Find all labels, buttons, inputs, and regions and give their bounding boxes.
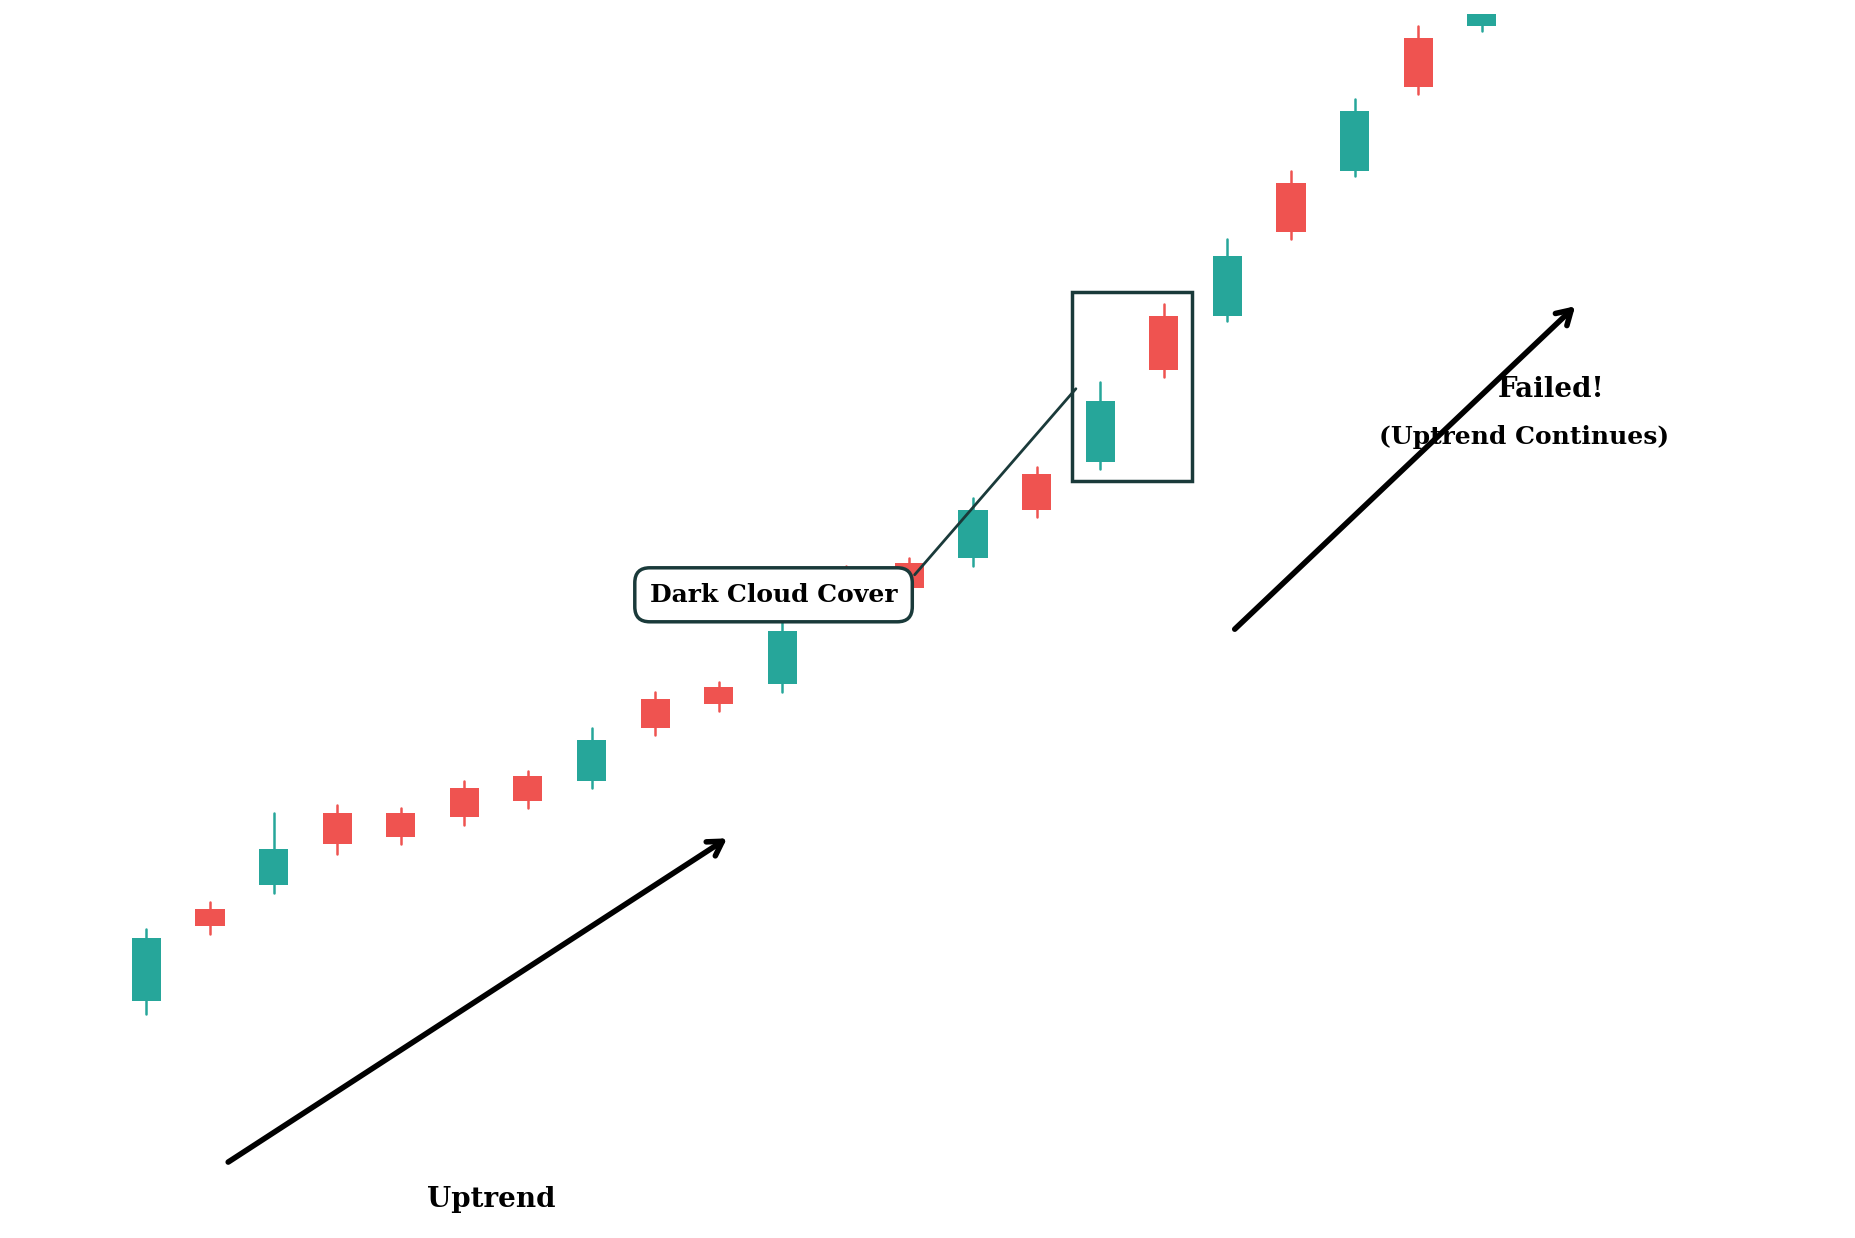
Bar <box>577 740 607 781</box>
Bar <box>449 789 479 817</box>
Bar <box>1085 401 1115 462</box>
Bar <box>386 812 416 837</box>
Bar <box>1467 0 1495 26</box>
Bar <box>703 687 733 703</box>
Bar <box>260 849 288 885</box>
Bar <box>1339 110 1369 171</box>
Bar <box>1085 401 1115 462</box>
Bar <box>132 938 161 1002</box>
Bar <box>957 510 987 558</box>
Bar <box>323 812 352 844</box>
Text: Uptrend: Uptrend <box>427 1186 555 1213</box>
Bar <box>1402 38 1432 87</box>
Bar <box>1022 474 1050 510</box>
Text: Failed!: Failed! <box>1497 375 1603 402</box>
Bar <box>894 563 924 588</box>
Bar <box>1211 256 1241 317</box>
Bar <box>514 776 542 801</box>
Bar <box>768 631 796 685</box>
Bar <box>640 699 670 728</box>
Bar <box>1072 292 1191 482</box>
Bar <box>1148 317 1178 370</box>
Bar <box>831 576 861 607</box>
Bar <box>195 910 224 926</box>
Text: Dark Cloud Cover: Dark Cloud Cover <box>649 389 1076 607</box>
Text: (Uptrend Continues): (Uptrend Continues) <box>1378 426 1668 449</box>
Bar <box>1148 317 1178 370</box>
Bar <box>1276 183 1304 232</box>
